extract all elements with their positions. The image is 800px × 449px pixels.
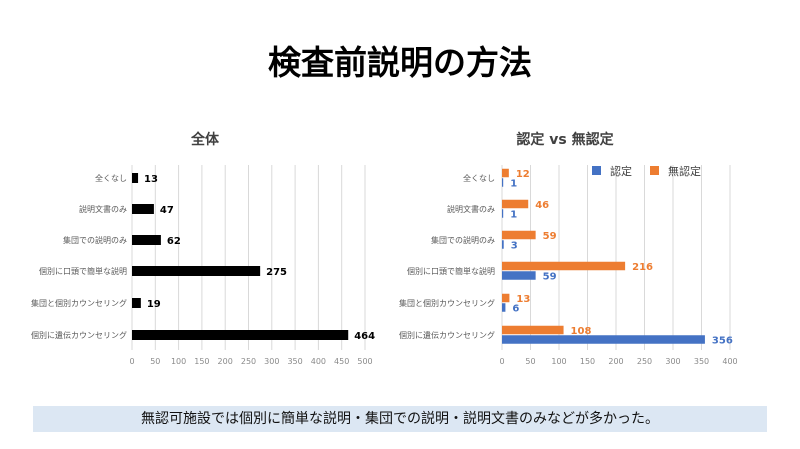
bar-無認定	[502, 199, 529, 209]
x-tick-label: 300	[264, 357, 279, 366]
data-label: 108	[571, 326, 592, 337]
bar-認定	[502, 303, 506, 312]
bar-無認定	[502, 168, 509, 178]
x-tick-label: 50	[150, 357, 160, 366]
category-label: 個別に口頭で簡単な説明	[407, 266, 495, 276]
data-label: 12	[516, 169, 530, 180]
bar-全体	[132, 173, 139, 183]
bar-認定	[502, 178, 504, 187]
legend-label: 認定	[610, 164, 632, 178]
bar-認定	[502, 240, 504, 249]
x-tick-label: 400	[722, 357, 737, 366]
chart-title: 認定 vs 無認定	[516, 131, 613, 148]
bar-無認定	[502, 261, 626, 271]
x-tick-label: 150	[580, 357, 595, 366]
data-label: 1	[510, 210, 517, 221]
category-label: 個別に遺伝カウンセリング	[399, 330, 495, 340]
category-label: 集団と個別カウンセリング	[399, 298, 495, 308]
legend-swatch	[650, 166, 659, 175]
bar-無認定	[502, 293, 510, 303]
chart-title: 全体	[190, 131, 220, 148]
x-tick-label: 100	[171, 357, 186, 366]
x-tick-label: 0	[499, 357, 504, 366]
bar-認定	[502, 271, 536, 280]
x-tick-label: 300	[665, 357, 680, 366]
category-label: 全くなし	[463, 173, 495, 183]
data-label: 3	[511, 241, 518, 252]
bar-無認定	[502, 325, 564, 335]
bar-全体	[132, 204, 154, 214]
slide-title: 検査前説明の方法	[268, 43, 532, 82]
legend-swatch	[592, 166, 601, 175]
data-label: 464	[354, 331, 375, 342]
bar-全体	[132, 298, 141, 308]
data-label: 46	[535, 200, 549, 211]
data-label: 13	[144, 174, 158, 185]
x-tick-label: 500	[357, 357, 372, 366]
data-label: 19	[147, 299, 161, 310]
category-label: 集団での説明のみ	[431, 235, 495, 245]
data-label: 1	[510, 179, 517, 190]
x-tick-label: 50	[525, 357, 535, 366]
category-label: 集団での説明のみ	[63, 235, 127, 245]
category-label: 個別に遺伝カウンセリング	[31, 330, 127, 340]
bar-認定	[502, 335, 705, 344]
x-tick-label: 400	[311, 357, 326, 366]
x-tick-label: 450	[334, 357, 349, 366]
data-label: 6	[512, 304, 519, 315]
legend-label: 無認定	[668, 164, 701, 178]
data-label: 275	[266, 267, 287, 278]
x-tick-label: 200	[218, 357, 233, 366]
category-label: 全くなし	[95, 173, 127, 183]
x-tick-label: 350	[287, 357, 302, 366]
summary-note: 無認可施設では個別に簡単な説明・集団での説明・説明文書のみなどが多かった。	[33, 406, 767, 432]
x-tick-label: 200	[608, 357, 623, 366]
category-label: 説明文書のみ	[447, 204, 495, 214]
data-label: 59	[543, 231, 557, 242]
x-tick-label: 250	[241, 357, 256, 366]
data-label: 47	[160, 205, 174, 216]
category-label: 個別に口頭で簡単な説明	[39, 266, 127, 276]
data-label: 216	[632, 262, 653, 273]
x-tick-label: 350	[694, 357, 709, 366]
category-label: 集団と個別カウンセリング	[31, 298, 127, 308]
bar-全体	[132, 330, 349, 340]
x-tick-label: 0	[129, 357, 134, 366]
x-tick-label: 250	[637, 357, 652, 366]
data-label: 59	[543, 272, 557, 283]
category-label: 説明文書のみ	[79, 204, 127, 214]
x-tick-label: 150	[194, 357, 209, 366]
x-tick-label: 100	[551, 357, 566, 366]
bar-全体	[132, 266, 261, 276]
bar-全体	[132, 235, 161, 245]
data-label: 13	[516, 294, 530, 305]
data-label: 356	[712, 336, 733, 347]
bar-無認定	[502, 230, 536, 240]
bar-認定	[502, 209, 504, 218]
data-label: 62	[167, 236, 181, 247]
